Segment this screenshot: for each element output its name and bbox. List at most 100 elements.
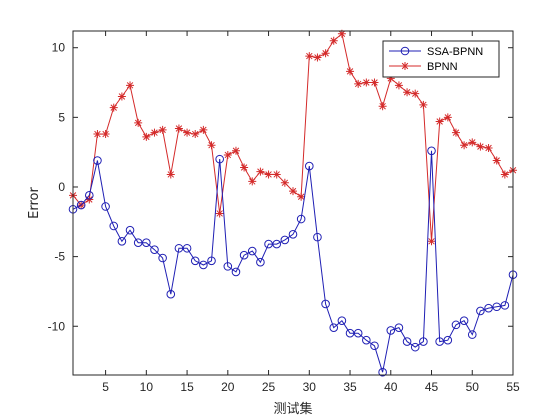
data-point-ssa-bpnn <box>419 337 428 346</box>
data-point-ssa-bpnn <box>378 367 387 377</box>
data-point-ssa-bpnn <box>451 320 461 330</box>
data-point-ssa-bpnn <box>345 328 355 338</box>
data-point-ssa-bpnn <box>329 323 339 332</box>
x-axis-label: 测试集 <box>273 401 312 417</box>
x-tick-label: 15 <box>180 380 194 394</box>
x-tick-label: 20 <box>221 380 235 394</box>
data-point-bpnn <box>256 167 265 176</box>
data-point-ssa-bpnn <box>190 256 200 266</box>
data-point-ssa-bpnn <box>142 238 151 247</box>
data-point-ssa-bpnn <box>370 341 379 351</box>
data-point-bpnn <box>109 103 118 112</box>
data-point-ssa-bpnn <box>337 316 347 325</box>
data-point-bpnn <box>101 130 110 139</box>
data-point-ssa-bpnn <box>207 256 216 266</box>
legend-marker-star <box>401 62 409 70</box>
data-point-ssa-bpnn <box>410 342 420 352</box>
legend: SSA-BPNN BPNN <box>382 40 500 78</box>
data-point-ssa-bpnn <box>280 235 290 245</box>
data-point-ssa-bpnn <box>158 253 167 263</box>
data-point-bpnn <box>158 125 167 134</box>
data-point-bpnn <box>223 150 232 159</box>
data-point-bpnn <box>394 81 403 90</box>
data-point-ssa-bpnn <box>484 303 493 313</box>
legend-label: SSA-BPNN <box>427 46 483 58</box>
data-point-ssa-bpnn <box>443 335 453 345</box>
data-point-bpnn <box>378 102 387 111</box>
data-point-bpnn <box>117 92 126 101</box>
data-point-ssa-bpnn <box>93 156 102 165</box>
data-point-ssa-bpnn <box>402 337 412 346</box>
data-point-bpnn <box>191 130 200 139</box>
data-point-ssa-bpnn <box>362 335 371 345</box>
data-point-ssa-bpnn <box>101 202 110 211</box>
x-tick-label: 55 <box>506 380 520 394</box>
data-point-bpnn <box>297 192 306 201</box>
data-point-bpnn <box>460 141 469 150</box>
data-point-ssa-bpnn <box>296 214 306 224</box>
y-tick-label: 0 <box>58 180 65 194</box>
data-point-bpnn <box>240 163 249 172</box>
legend-marker-circle <box>400 46 410 56</box>
y-tick-label: 5 <box>58 110 65 124</box>
data-point-bpnn <box>370 78 379 87</box>
x-tick-label: 40 <box>384 380 398 394</box>
data-point-bpnn <box>354 79 363 88</box>
data-point-ssa-bpnn <box>353 328 363 338</box>
data-point-bpnn <box>126 81 135 90</box>
series-line-ssa-bpnn <box>72 150 514 373</box>
data-point-bpnn <box>476 142 485 151</box>
data-point-ssa-bpnn <box>215 154 224 164</box>
data-point-ssa-bpnn <box>223 262 233 271</box>
data-point-ssa-bpnn <box>459 316 469 325</box>
legend-box <box>382 40 500 78</box>
data-point-ssa-bpnn <box>84 191 94 200</box>
data-point-ssa-bpnn <box>467 330 477 339</box>
data-point-bpnn <box>93 130 102 139</box>
x-tick-label: 50 <box>466 380 480 394</box>
data-point-bpnn <box>419 100 428 109</box>
data-point-bpnn <box>231 146 240 155</box>
data-point-bpnn <box>215 209 224 218</box>
data-point-ssa-bpnn <box>264 239 273 249</box>
data-point-ssa-bpnn <box>199 260 208 270</box>
axes-box <box>72 30 514 376</box>
data-point-ssa-bpnn <box>492 302 502 312</box>
data-point-bpnn <box>199 125 208 134</box>
data-point-bpnn <box>272 170 281 179</box>
data-point-bpnn <box>403 88 412 97</box>
data-point-ssa-bpnn <box>125 225 135 235</box>
data-point-bpnn <box>435 117 444 126</box>
data-point-bpnn <box>150 128 159 137</box>
data-point-bpnn <box>468 138 477 147</box>
legend-label: BPNN <box>427 61 458 73</box>
data-point-bpnn <box>280 178 289 187</box>
data-point-bpnn <box>411 89 420 98</box>
data-point-bpnn <box>386 74 395 83</box>
data-point-ssa-bpnn <box>321 299 330 309</box>
data-point-ssa-bpnn <box>109 221 119 231</box>
data-point-ssa-bpnn <box>76 200 86 210</box>
data-point-ssa-bpnn <box>435 337 444 346</box>
data-point-bpnn <box>183 128 192 137</box>
data-point-ssa-bpnn <box>394 323 404 332</box>
data-point-bpnn <box>362 78 371 87</box>
data-point-ssa-bpnn <box>239 250 249 260</box>
data-point-ssa-bpnn <box>247 246 257 256</box>
data-point-ssa-bpnn <box>272 239 282 249</box>
data-point-bpnn <box>313 53 322 62</box>
data-point-bpnn <box>174 124 183 133</box>
data-point-ssa-bpnn <box>174 243 184 253</box>
data-point-ssa-bpnn <box>427 146 436 156</box>
data-point-ssa-bpnn <box>150 245 159 254</box>
data-point-bpnn <box>305 52 314 61</box>
x-tick-label: 35 <box>343 380 357 394</box>
data-point-ssa-bpnn <box>117 236 127 246</box>
data-point-ssa-bpnn <box>386 326 396 335</box>
data-point-ssa-bpnn <box>288 230 298 239</box>
data-point-ssa-bpnn <box>476 306 485 316</box>
plot-area <box>68 29 518 377</box>
y-tick-label: 10 <box>52 41 66 55</box>
data-point-ssa-bpnn <box>304 161 314 171</box>
